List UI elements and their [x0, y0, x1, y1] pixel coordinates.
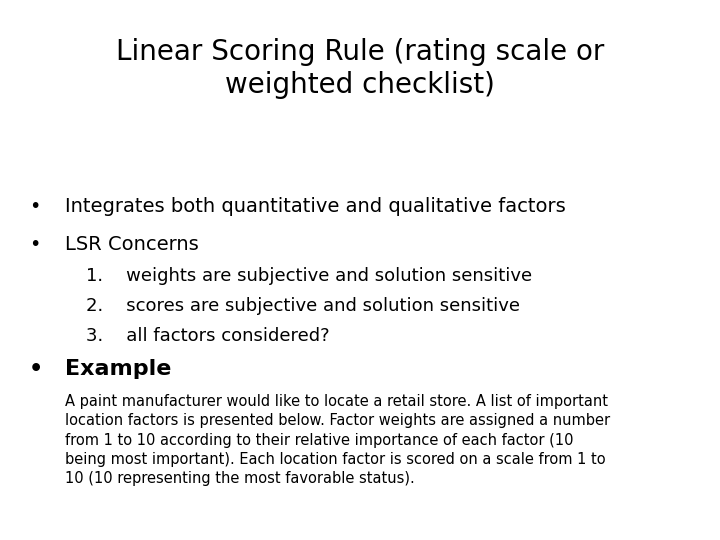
- Text: 1.    weights are subjective and solution sensitive: 1. weights are subjective and solution s…: [86, 267, 533, 285]
- Text: •: •: [29, 359, 43, 379]
- Text: Linear Scoring Rule (rating scale or
weighted checklist): Linear Scoring Rule (rating scale or wei…: [116, 38, 604, 99]
- Text: 2.    scores are subjective and solution sensitive: 2. scores are subjective and solution se…: [86, 297, 521, 315]
- Text: A paint manufacturer would like to locate a retail store. A list of important
lo: A paint manufacturer would like to locat…: [65, 394, 610, 486]
- Text: Example: Example: [65, 359, 171, 379]
- Text: LSR Concerns: LSR Concerns: [65, 235, 199, 254]
- Text: •: •: [29, 235, 40, 254]
- Text: •: •: [29, 197, 40, 216]
- Text: 3.    all factors considered?: 3. all factors considered?: [86, 327, 330, 345]
- Text: Integrates both quantitative and qualitative factors: Integrates both quantitative and qualita…: [65, 197, 565, 216]
